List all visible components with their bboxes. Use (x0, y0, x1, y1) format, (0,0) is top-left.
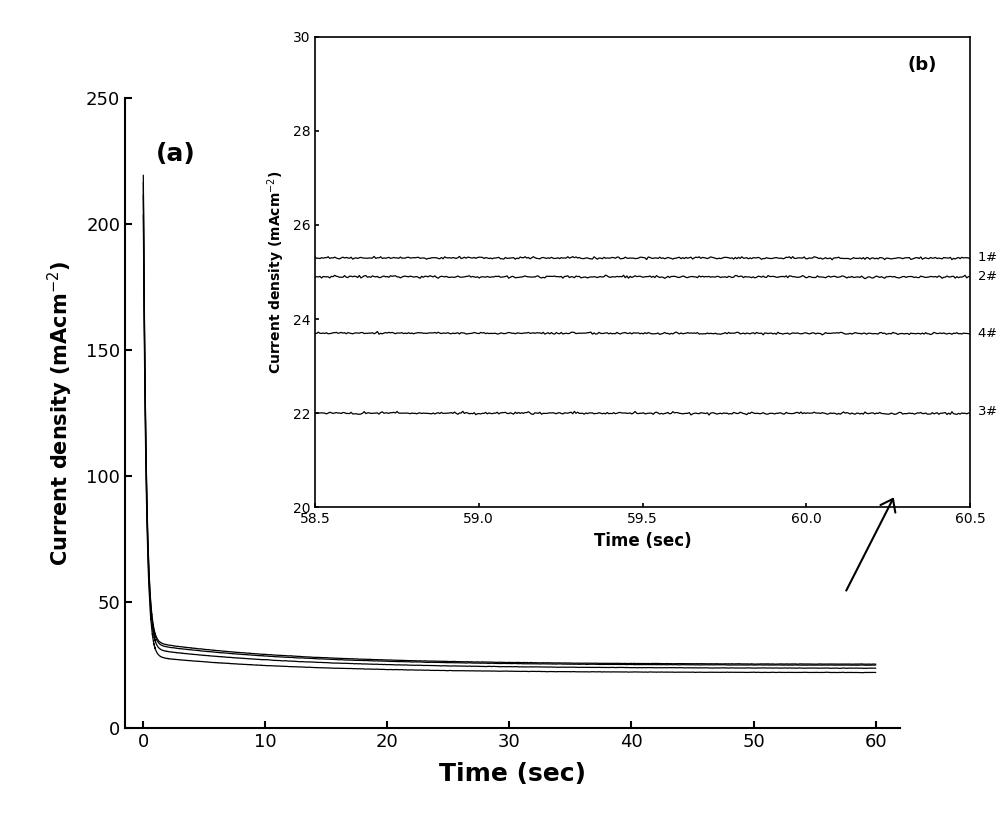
X-axis label: Time (sec): Time (sec) (439, 762, 586, 786)
Text: 1# Mg$_{0.15}$: 1# Mg$_{0.15}$ (977, 249, 1000, 266)
Text: 3# Mg$_{0.3}$: 3# Mg$_{0.3}$ (977, 404, 1000, 420)
Text: 2# Mg$_{0.225}$: 2# Mg$_{0.225}$ (977, 268, 1000, 285)
Text: (a): (a) (156, 142, 196, 166)
Y-axis label: Current density (mAcm$^{-2}$): Current density (mAcm$^{-2}$) (46, 261, 75, 565)
X-axis label: Time (sec): Time (sec) (594, 532, 691, 550)
Y-axis label: Current density (mAcm$^{-2}$): Current density (mAcm$^{-2}$) (265, 170, 287, 374)
Text: 4# Mg$_{0.375}$: 4# Mg$_{0.375}$ (977, 326, 1000, 342)
Text: (b): (b) (908, 56, 937, 74)
